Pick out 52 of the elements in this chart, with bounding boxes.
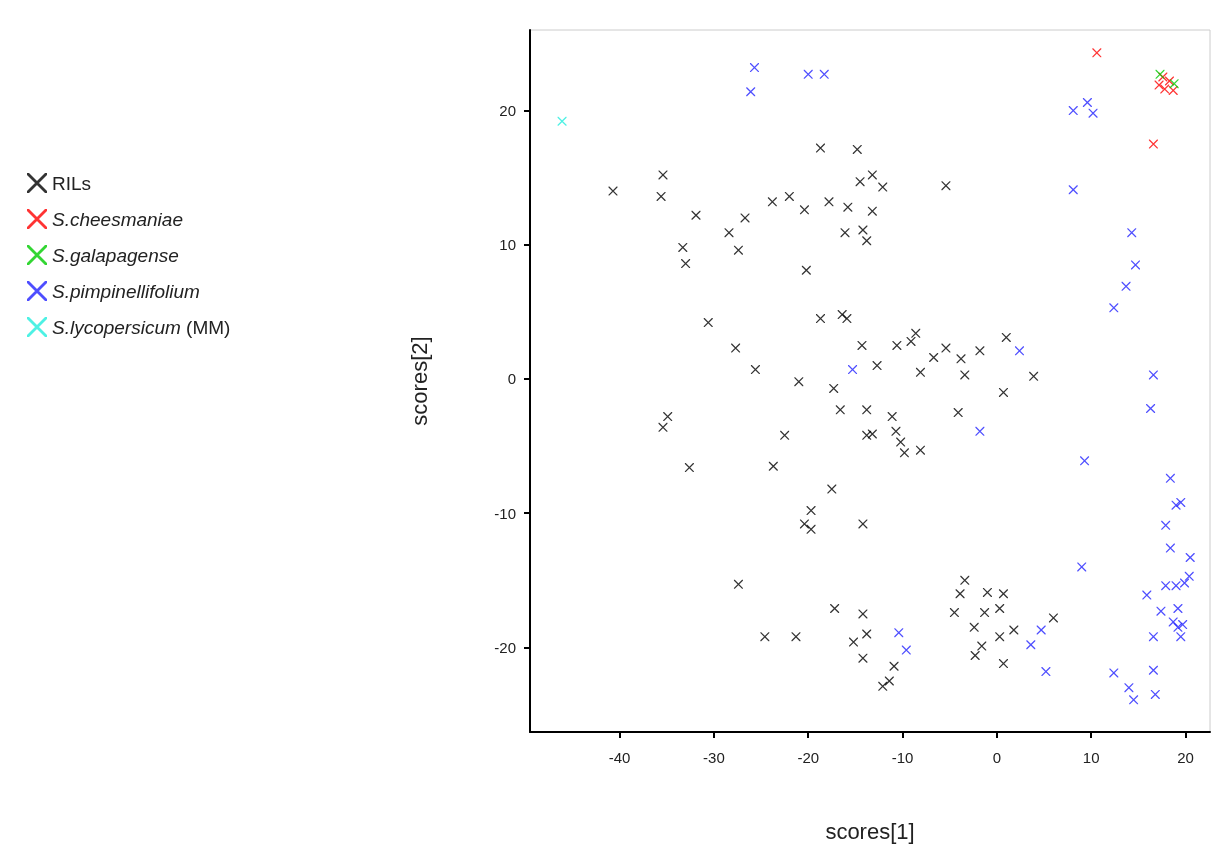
point: [1130, 260, 1140, 270]
point: [1169, 79, 1179, 89]
y-tick-label: -20: [494, 638, 516, 656]
point: [1168, 85, 1178, 95]
point: [1109, 668, 1119, 678]
point: [1173, 622, 1183, 632]
point: [1036, 625, 1046, 635]
point: [1129, 695, 1139, 705]
x-tick-label: 0: [992, 749, 1002, 766]
point: [1148, 370, 1158, 380]
point: [1088, 108, 1098, 118]
x-tick-label: -10: [891, 749, 914, 766]
point: [1077, 562, 1087, 572]
legend-label: RILs: [52, 172, 92, 194]
point: [901, 645, 911, 655]
point: [1171, 581, 1181, 591]
point: [1180, 578, 1190, 588]
point: [1171, 500, 1181, 510]
point: [1121, 281, 1131, 291]
y-tick-label: 0: [507, 370, 516, 388]
point: [1168, 617, 1178, 627]
point: [1185, 553, 1195, 563]
y-tick-label: -10: [494, 504, 516, 522]
point: [1068, 106, 1078, 116]
point: [1160, 84, 1170, 94]
point: [1156, 606, 1166, 616]
x-tick-label: -20: [797, 749, 820, 766]
y-axis-title: scores[2]: [406, 336, 432, 426]
legend-label: S.pimpinellifolium: [52, 280, 200, 302]
point: [1142, 590, 1152, 600]
x-tick-label: -30: [703, 749, 725, 766]
point: [557, 116, 567, 126]
point: [1148, 665, 1158, 675]
point: [1173, 604, 1183, 614]
legend-label: S.galapagense: [52, 244, 179, 266]
point: [1165, 543, 1175, 553]
point: [1124, 683, 1134, 693]
x-tick-label: 20: [1177, 749, 1194, 766]
x-tick-label: -40: [608, 749, 631, 766]
legend-label: S.cheesmaniae: [52, 208, 183, 230]
point: [1148, 139, 1158, 149]
point: [1014, 346, 1024, 356]
point: [1080, 456, 1090, 466]
legend-label: S.lycopersicum (MM): [52, 316, 231, 338]
point: [1176, 497, 1186, 507]
y-tick-label: 20: [499, 102, 516, 120]
x-axis-title: scores[1]: [825, 818, 915, 844]
point: [1150, 689, 1160, 699]
y-tick-label: 10: [499, 236, 516, 254]
point: [975, 426, 985, 436]
point: [1041, 667, 1051, 677]
x-tick-label: 10: [1082, 749, 1100, 766]
